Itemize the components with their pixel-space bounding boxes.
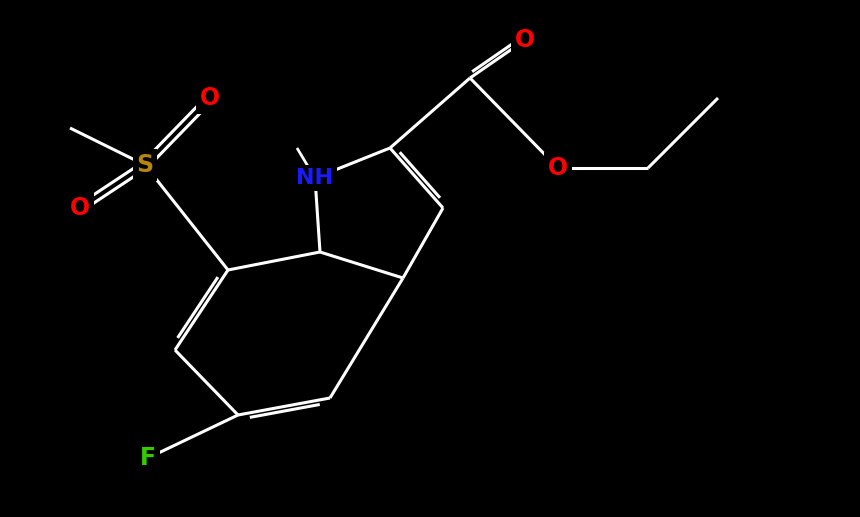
Text: F: F — [140, 446, 156, 470]
Text: O: O — [515, 28, 535, 52]
Text: O: O — [70, 196, 90, 220]
Text: O: O — [548, 156, 568, 180]
Text: S: S — [137, 153, 154, 177]
Text: NH: NH — [297, 168, 334, 188]
Text: O: O — [200, 86, 220, 110]
